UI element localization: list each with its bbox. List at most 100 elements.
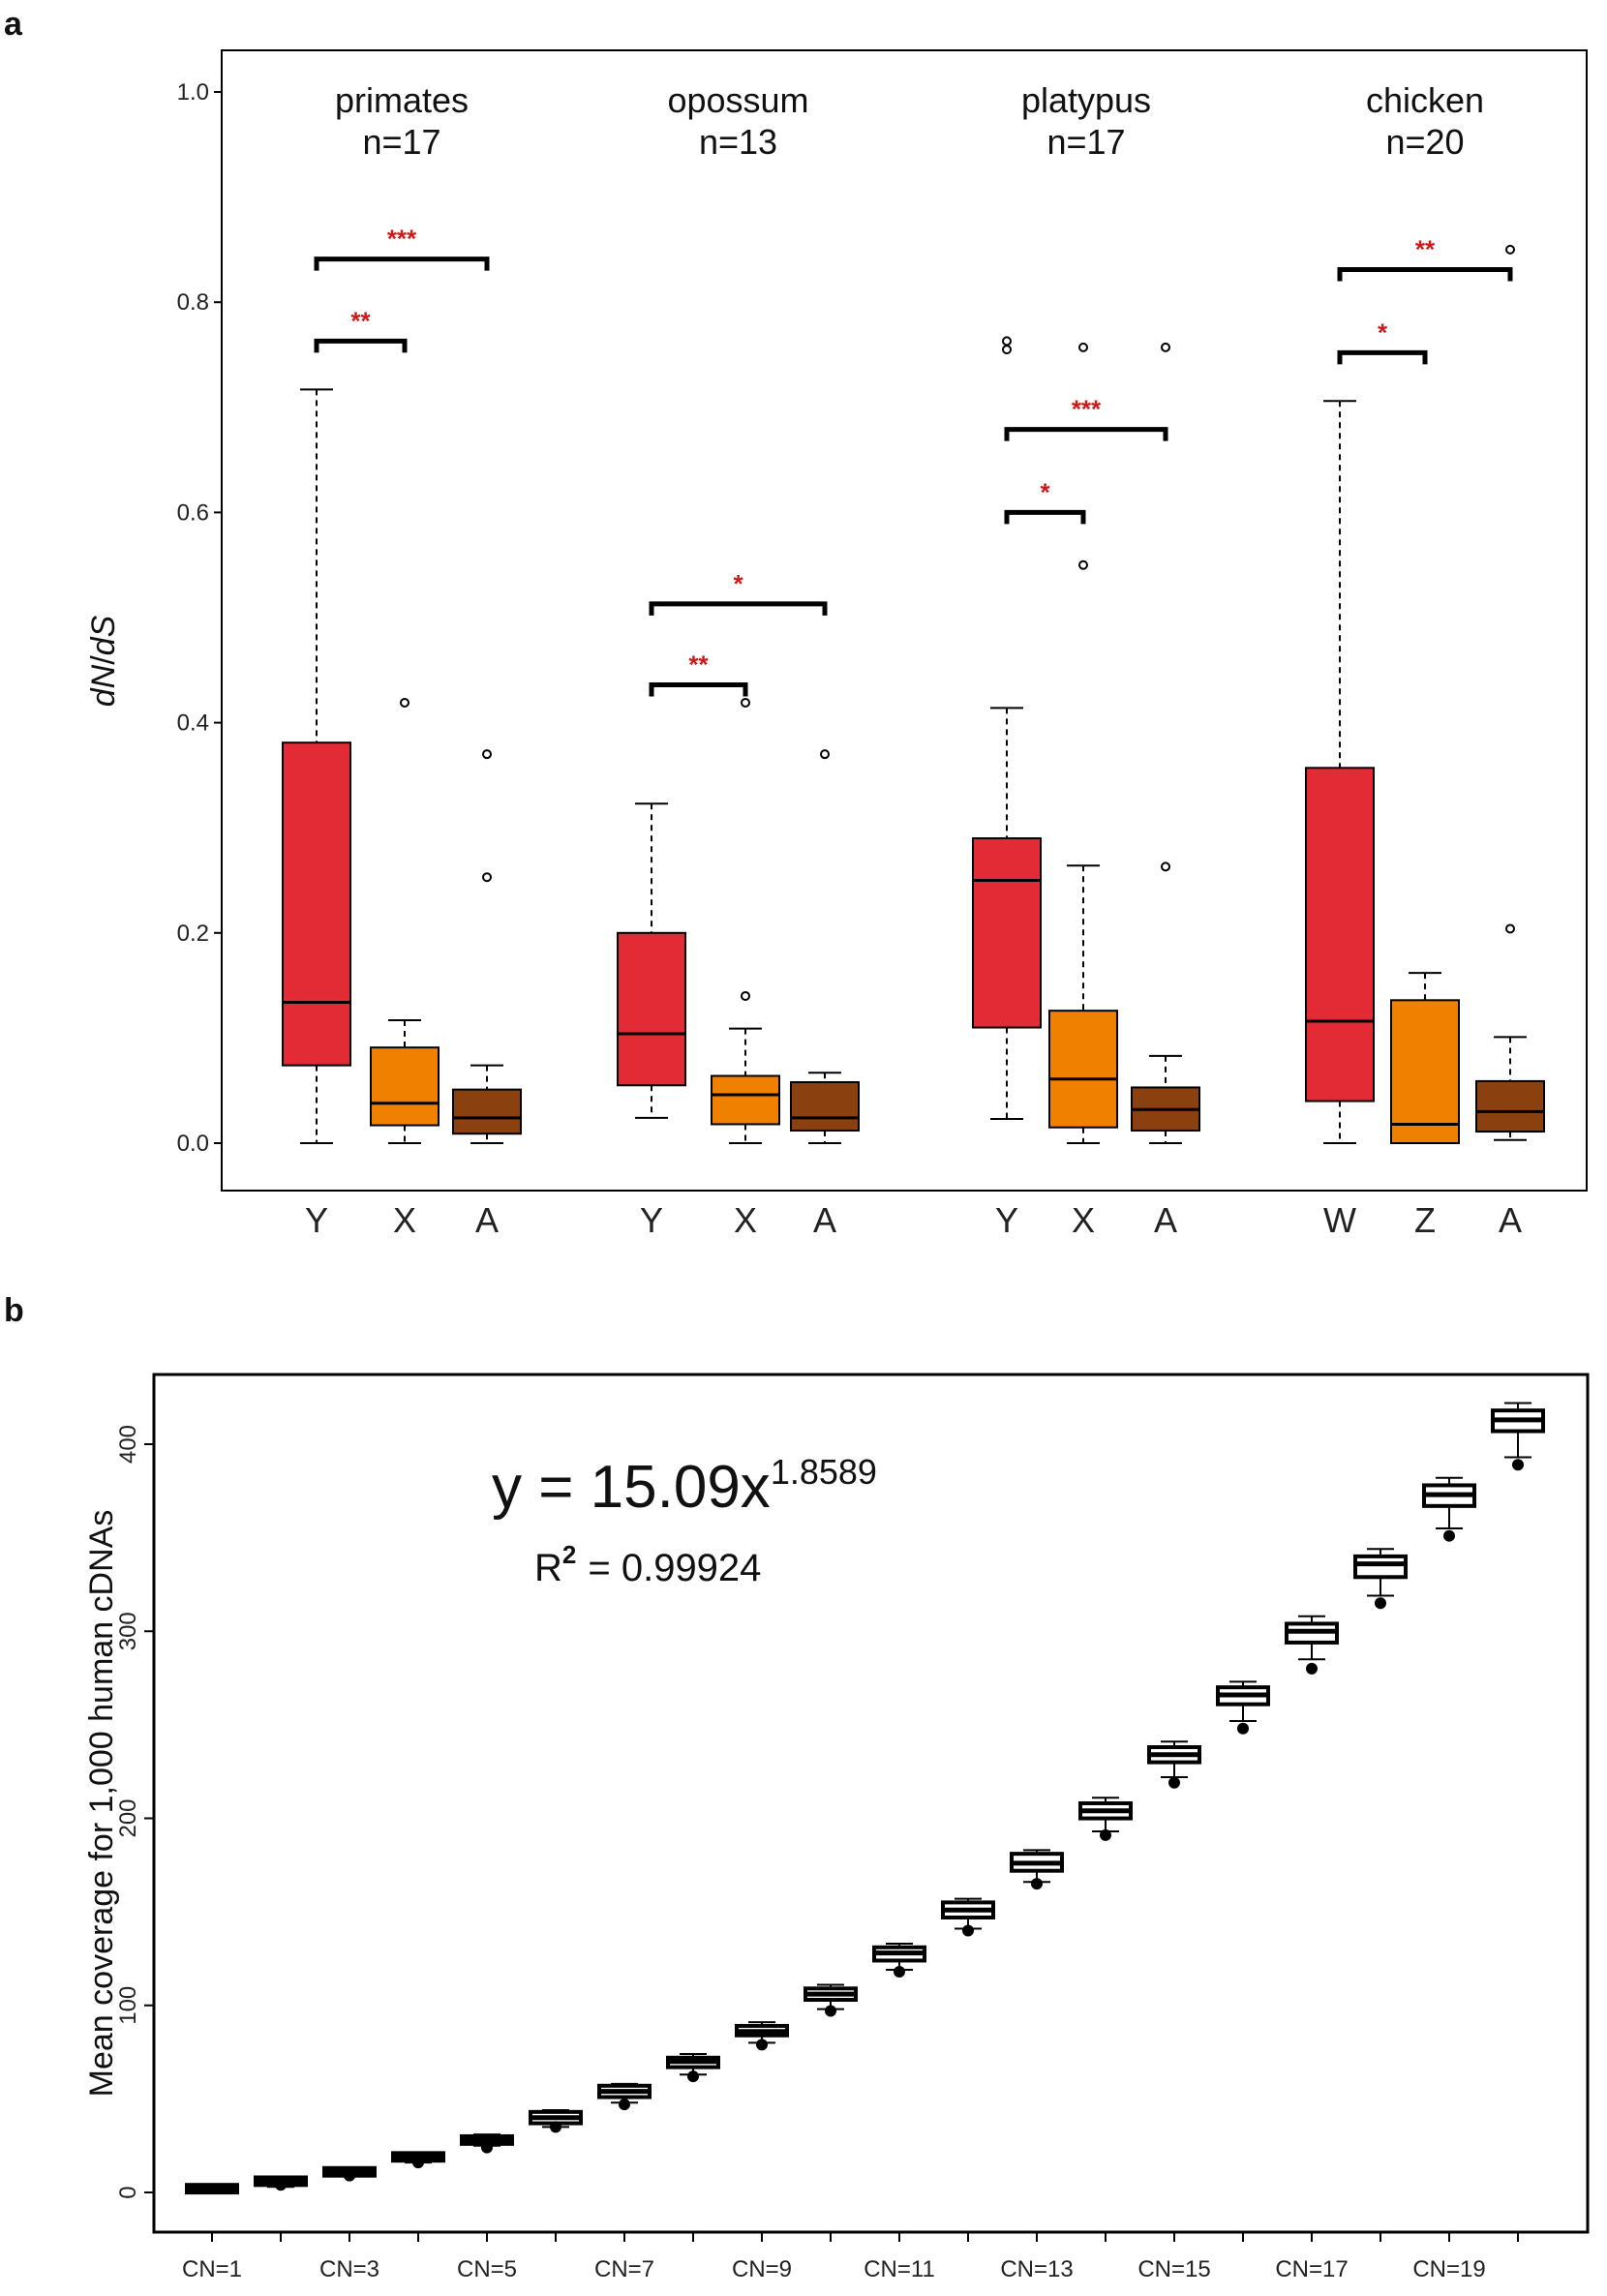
b-outlier — [1100, 1828, 1111, 1841]
b-outlier — [1443, 1529, 1455, 1542]
b-xtick-label: CN=5 — [457, 2256, 517, 2282]
b-outlier — [1031, 1878, 1043, 1890]
significance-bracket — [1337, 349, 1428, 365]
panel-b-plot: Mean coverage for 1,000 human cDNAs y = … — [83, 1373, 1590, 2282]
panel-a-y-axis-title: dN/dS — [85, 615, 122, 707]
b-box-CN=12 — [941, 1897, 995, 2242]
panel-a-frame — [221, 49, 1588, 1192]
a-outlier — [482, 872, 492, 883]
b-box-CN=13: CN=13 — [1000, 1849, 1074, 2282]
b-xtick-label: CN=17 — [1275, 2256, 1348, 2282]
a-outlier — [1002, 345, 1012, 355]
b-outlier — [1512, 1459, 1524, 1471]
a-category-label: X — [393, 1200, 416, 1240]
b-outlier — [1306, 1662, 1318, 1675]
b-outlier — [894, 1965, 905, 1978]
panel-b-y-axis-title: Mean coverage for 1,000 human cDNAs — [83, 1510, 120, 2098]
a-platypus-X-box — [1048, 1010, 1118, 1129]
b-xtick-label: CN=9 — [732, 2256, 792, 2282]
significance-bracket — [1004, 427, 1168, 441]
a-outlier — [820, 749, 830, 760]
a-outlier — [1078, 342, 1088, 352]
group-title: primates — [335, 80, 469, 120]
b-outlier — [275, 2179, 287, 2191]
group-title: platypus — [1021, 80, 1151, 120]
a-primates-Y-box — [282, 741, 351, 1067]
b-box-CN=2 — [254, 2175, 308, 2242]
b-xtick-label: CN=7 — [594, 2256, 654, 2282]
group-title: opossum — [667, 80, 808, 120]
equation: y = 15.09x1.8589 — [492, 1452, 877, 1521]
b-outlier — [550, 2121, 561, 2133]
a-category-label: X — [1072, 1200, 1095, 1240]
a-outlier — [741, 990, 750, 1001]
a-category-label: Y — [305, 1200, 328, 1240]
b-box-CN=14 — [1078, 1797, 1133, 2242]
b-box-CN=4 — [391, 2151, 445, 2242]
a-category-label: Y — [995, 1200, 1018, 1240]
a-outlier — [1002, 336, 1012, 347]
b-box-CN=11: CN=11 — [864, 1942, 935, 2282]
a-category-label: A — [813, 1200, 836, 1240]
b-xtick-label: CN=15 — [1137, 2256, 1210, 2282]
a-opossum-A-box — [790, 1081, 860, 1132]
b-outlier — [1168, 1776, 1180, 1789]
a-ytick-label: 0.6 — [177, 499, 209, 526]
b-outlier — [687, 2070, 699, 2083]
a-chicken-A-box — [1475, 1079, 1545, 1133]
b-xtick-label: CN=19 — [1412, 2256, 1485, 2282]
b-box-CN=8 — [666, 2052, 720, 2242]
b-outlier — [481, 2141, 493, 2154]
b-xtick-label: CN=1 — [182, 2256, 242, 2282]
b-xtick-label: CN=11 — [864, 2256, 935, 2282]
significance-stars: *** — [1072, 395, 1102, 424]
b-outlier — [619, 2099, 630, 2111]
b-box-CN=1: CN=1 — [182, 2183, 242, 2282]
b-box-CN=5: CN=5 — [457, 2133, 517, 2282]
b-ytick-label: 300 — [115, 1612, 141, 1650]
b-xtick-label: CN=13 — [1000, 2256, 1073, 2282]
b-box-CN=6 — [529, 2108, 583, 2242]
b-box-CN=3: CN=3 — [319, 2165, 379, 2282]
a-category-label: Y — [640, 1200, 663, 1240]
b-ytick-label: 0 — [115, 2186, 141, 2198]
significance-stars: ** — [1415, 235, 1436, 264]
a-ytick-label: 0.8 — [177, 289, 209, 316]
significance-stars: * — [733, 569, 743, 598]
significance-bracket — [1004, 509, 1086, 525]
significance-stars: ** — [688, 650, 709, 680]
b-box-CN=9: CN=9 — [732, 2021, 792, 2282]
a-outlier — [741, 697, 750, 708]
a-ytick-label: 0.2 — [177, 921, 209, 947]
significance-bracket — [649, 682, 748, 697]
a-outlier — [400, 697, 409, 708]
b-outlier — [344, 2169, 355, 2182]
significance-stars: * — [1040, 477, 1050, 506]
a-outlier — [482, 749, 492, 760]
a-outlier — [1161, 861, 1170, 872]
panel-label-b: b — [4, 1292, 24, 1329]
b-box-CN=19: CN=19 — [1412, 1476, 1486, 2282]
a-category-label: A — [1154, 1200, 1177, 1240]
a-opossum-X-box — [711, 1074, 780, 1126]
a-category-label: X — [734, 1200, 757, 1240]
a-chicken-Z-box — [1390, 999, 1460, 1144]
b-outlier — [825, 2005, 836, 2017]
group-n: n=13 — [699, 122, 777, 162]
b-box-CN=17: CN=17 — [1275, 1615, 1349, 2282]
significance-stars: *** — [387, 225, 417, 254]
b-box-CN=7: CN=7 — [594, 2082, 654, 2282]
significance-bracket — [314, 257, 490, 271]
significance-bracket — [649, 601, 828, 616]
a-ytick-label: 1.0 — [177, 79, 209, 106]
significance-bracket — [314, 338, 408, 353]
b-ytick-label: 400 — [115, 1425, 141, 1464]
significance-stars: ** — [350, 306, 371, 335]
b-outlier — [412, 2157, 424, 2169]
r-squared: R2 = 0.99924 — [534, 1540, 761, 1589]
b-box-CN=18 — [1353, 1548, 1408, 2242]
